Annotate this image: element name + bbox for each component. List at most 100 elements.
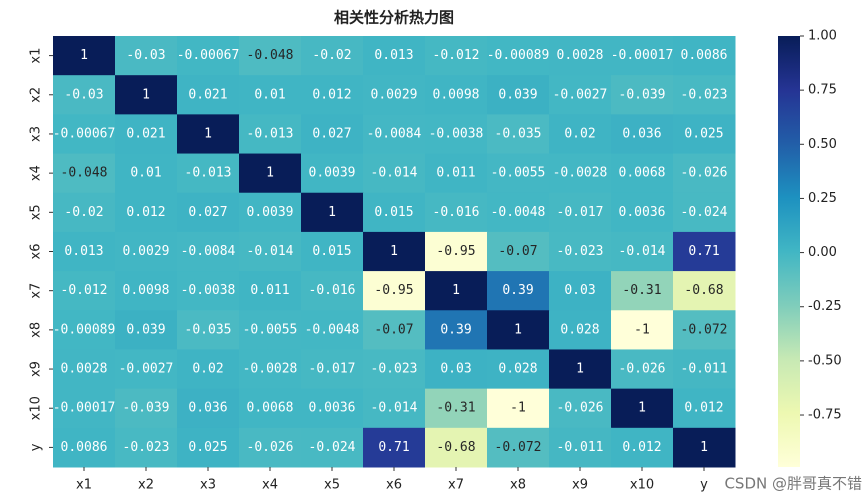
heatmap-cell [611,388,674,429]
cell-label: -0.026 [557,401,604,416]
heatmap-cell [239,427,302,468]
x-tick-label: x1 [76,478,92,493]
heatmap-cell [611,310,674,350]
cell-label: -0.0028 [553,166,608,181]
cell-label: -0.011 [557,440,604,455]
cell-label: -0.00067 [177,48,240,63]
cell-label: -0.00017 [611,48,674,63]
cell-label: -0.072 [495,440,542,455]
colorbar-tick-label: 0.75 [808,83,837,98]
cell-label: -0.072 [681,322,728,337]
cell-label: -1 [510,401,526,416]
y-tick-label: x4 [29,165,44,181]
cell-label: 0.0068 [619,166,666,181]
heatmap-cell [487,153,550,194]
cell-label: -0.0048 [305,322,360,337]
cell-label: 0.0028 [557,48,604,63]
heatmap-cell [363,36,426,76]
cell-label: -0.0055 [491,166,546,181]
cell-label: -0.012 [433,48,480,63]
heatmap-cell [53,114,116,155]
cell-label: 0.036 [622,126,661,141]
colorbar-tick-label: 0.00 [808,245,837,260]
cell-label: 0.039 [126,322,165,337]
heatmap-cell [301,36,364,76]
heatmap-cell [673,427,736,468]
cell-label: 0.0098 [433,87,480,102]
heatmap-cell [115,153,178,194]
heatmap-cell [673,36,736,76]
cell-label: -0.023 [681,87,728,102]
heatmap-cell [301,310,364,350]
heatmap-cell [53,231,116,272]
heatmap-cell [673,271,736,311]
heatmap-cell [115,427,178,468]
cell-label: 0.0039 [309,166,356,181]
cell-label: 0.011 [436,166,475,181]
heatmap-cell [425,310,488,350]
cell-label: -0.048 [247,48,294,63]
cell-label: 0.0029 [123,244,170,259]
heatmap-cell [177,114,240,155]
cell-label: 0.39 [502,283,533,298]
cell-label: 0.012 [684,401,723,416]
cell-label: 0.015 [312,244,351,259]
x-tick-label: x2 [138,478,154,493]
cell-label: -0.014 [371,401,418,416]
cell-label: -0.95 [436,244,475,259]
cell-label: -0.023 [123,440,170,455]
heatmap-cell [239,349,302,390]
heatmap-cell [177,310,240,350]
heatmap-cell [611,114,674,155]
cell-label: -1 [634,322,650,337]
cell-label: 0.012 [126,205,165,220]
cell-label: 1 [514,322,522,337]
heatmap-cell [177,349,240,390]
heatmap-cell [611,271,674,311]
x-tick-label: x3 [200,478,216,493]
cell-label: -0.024 [309,440,356,455]
cell-label: -0.95 [374,283,413,298]
heatmap-cell [115,231,178,272]
cell-label: -0.017 [557,205,604,220]
cell-label: 0.02 [192,362,223,377]
heatmap-cell [301,349,364,390]
heatmap-cell [115,349,178,390]
heatmap-cell [363,271,426,311]
colorbar-tick-label: -0.25 [808,299,842,314]
cell-label: -0.03 [126,48,165,63]
watermark: CSDN @胖哥真不错 [724,475,862,493]
heatmap-cell [177,192,240,233]
cell-label: 1 [452,283,460,298]
cell-label: -0.023 [557,244,604,259]
cell-label: -0.00017 [53,401,116,416]
heatmap-cell [53,388,116,429]
cell-label: 0.028 [498,362,537,377]
heatmap-cell [673,75,736,115]
heatmap-cell [363,153,426,194]
cell-label: 1 [266,166,274,181]
heatmap-cell [425,349,488,390]
heatmap-cell [487,192,550,233]
cell-label: 0.39 [440,322,471,337]
cell-label: -0.0038 [429,126,484,141]
heatmap-cell [611,349,674,390]
cell-label: -0.0027 [119,362,174,377]
x-tick-label: x8 [510,478,526,493]
cell-label: 0.012 [622,440,661,455]
heatmap-cell [425,231,488,272]
cell-label: -0.0084 [181,244,236,259]
heatmap-cell [549,349,612,390]
cell-label: 1 [638,401,646,416]
heatmap-cell [363,310,426,350]
cell-label: -0.00067 [53,126,116,141]
cell-label: -0.0084 [367,126,422,141]
colorbar-tick-label: 1.00 [808,29,837,44]
x-tick-label: y [700,478,708,493]
heatmap-cell [239,114,302,155]
x-tick-label: x6 [386,478,402,493]
cell-label: 0.028 [560,322,599,337]
cell-label: 0.015 [374,205,413,220]
x-tick-label: x7 [448,478,464,493]
cell-label: 0.01 [130,166,161,181]
